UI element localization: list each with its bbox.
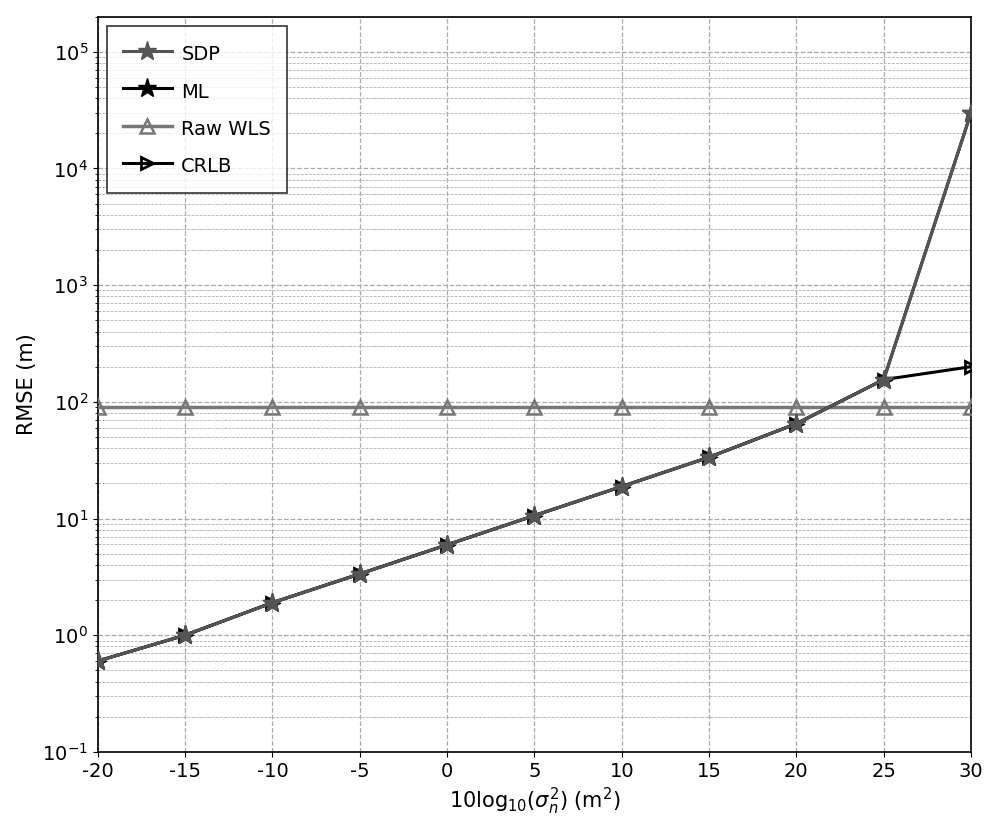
ML	[616, 481, 628, 491]
Raw WLS	[528, 402, 540, 412]
SDP	[790, 419, 802, 429]
ML	[878, 374, 890, 384]
ML	[528, 510, 540, 520]
Raw WLS	[441, 402, 453, 412]
Raw WLS	[179, 402, 191, 412]
ML	[965, 108, 977, 118]
Line: ML: ML	[88, 103, 981, 671]
SDP	[441, 540, 453, 550]
CRLB	[354, 569, 366, 579]
Line: CRLB: CRLB	[92, 360, 977, 667]
X-axis label: 10log$_{10}$($\sigma_n^2$) (m$^2$): 10log$_{10}$($\sigma_n^2$) (m$^2$)	[449, 786, 620, 817]
CRLB	[179, 631, 191, 641]
CRLB	[703, 452, 715, 462]
Raw WLS	[616, 402, 628, 412]
Raw WLS	[92, 402, 104, 412]
Raw WLS	[790, 402, 802, 412]
SDP	[354, 569, 366, 579]
CRLB	[528, 510, 540, 520]
SDP	[965, 108, 977, 118]
Raw WLS	[965, 402, 977, 412]
Y-axis label: RMSE (m): RMSE (m)	[17, 334, 37, 435]
Line: Raw WLS: Raw WLS	[91, 400, 978, 414]
ML	[266, 598, 278, 608]
Raw WLS	[354, 402, 366, 412]
SDP	[616, 481, 628, 491]
SDP	[878, 374, 890, 384]
ML	[703, 452, 715, 462]
CRLB	[441, 540, 453, 550]
ML	[179, 631, 191, 641]
SDP	[528, 510, 540, 520]
CRLB	[92, 656, 104, 666]
CRLB	[965, 362, 977, 372]
Raw WLS	[878, 402, 890, 412]
SDP	[266, 598, 278, 608]
ML	[354, 569, 366, 579]
ML	[441, 540, 453, 550]
CRLB	[616, 481, 628, 491]
SDP	[703, 452, 715, 462]
Raw WLS	[703, 402, 715, 412]
SDP	[92, 656, 104, 666]
SDP	[179, 631, 191, 641]
CRLB	[790, 419, 802, 429]
ML	[92, 656, 104, 666]
Legend: SDP, ML, Raw WLS, CRLB: SDP, ML, Raw WLS, CRLB	[107, 27, 287, 193]
ML	[790, 419, 802, 429]
CRLB	[266, 598, 278, 608]
Raw WLS	[266, 402, 278, 412]
CRLB	[878, 374, 890, 384]
Line: SDP: SDP	[88, 103, 981, 671]
